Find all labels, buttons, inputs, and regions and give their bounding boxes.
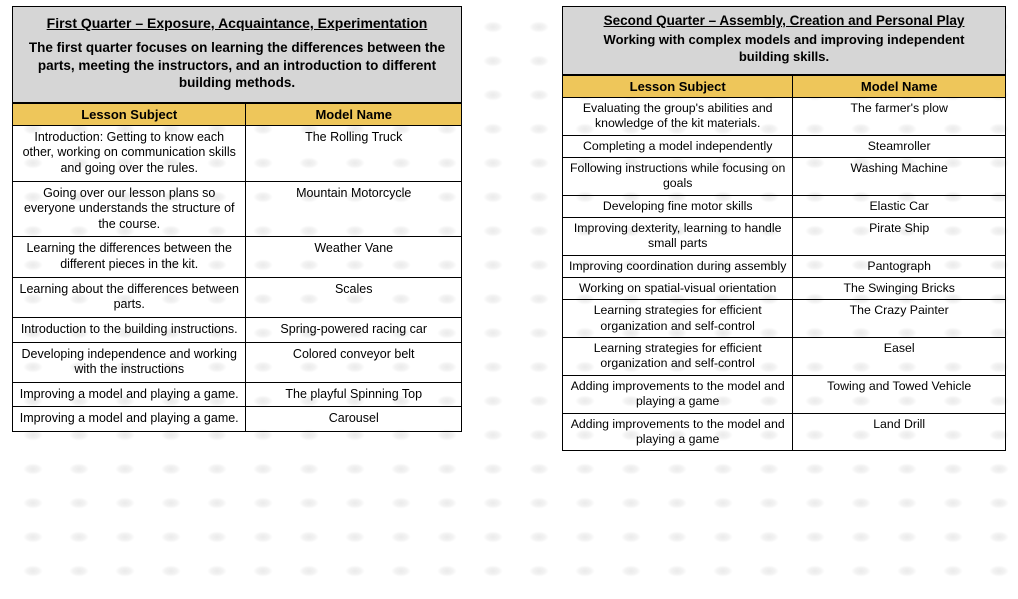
first-quarter-header: First Quarter – Exposure, Acquaintance, … xyxy=(12,6,462,103)
first-quarter-title: First Quarter – Exposure, Acquaintance, … xyxy=(23,15,451,31)
table-row: Developing fine motor skills Elastic Car xyxy=(563,195,1006,217)
model-name-cell: The playful Spinning Top xyxy=(246,382,462,407)
lesson-subject-cell: Completing a model independently xyxy=(563,135,793,157)
model-name-cell: Colored conveyor belt xyxy=(246,342,462,382)
model-name-cell: The Rolling Truck xyxy=(246,125,462,181)
second-quarter-table: Lesson Subject Model Name Evaluating the… xyxy=(562,75,1006,451)
second-quarter-header: Second Quarter – Assembly, Creation and … xyxy=(562,6,1006,75)
col-lesson-subject: Lesson Subject xyxy=(563,75,793,97)
col-lesson-subject: Lesson Subject xyxy=(13,103,246,125)
model-name-cell: Washing Machine xyxy=(793,157,1006,195)
lesson-subject-cell: Going over our lesson plans so everyone … xyxy=(13,181,246,237)
model-name-cell: Carousel xyxy=(246,407,462,432)
table-row: Improving dexterity, learning to handle … xyxy=(563,217,1006,255)
model-name-cell: Land Drill xyxy=(793,413,1006,451)
model-name-cell: Pantograph xyxy=(793,255,1006,277)
lesson-subject-cell: Learning strategies for efficient organi… xyxy=(563,300,793,338)
table-row: Learning strategies for efficient organi… xyxy=(563,338,1006,376)
lesson-subject-cell: Introduction to the building instruction… xyxy=(13,317,246,342)
model-name-cell: The farmer's plow xyxy=(793,97,1006,135)
second-quarter-description: Working with complex models and improvin… xyxy=(577,32,991,66)
lesson-subject-cell: Learning the differences between the dif… xyxy=(13,237,246,277)
table-row: Developing independence and working with… xyxy=(13,342,462,382)
model-name-cell: Elastic Car xyxy=(793,195,1006,217)
table-row: Following instructions while focusing on… xyxy=(563,157,1006,195)
table-row: Going over our lesson plans so everyone … xyxy=(13,181,462,237)
lesson-subject-cell: Learning about the differences between p… xyxy=(13,277,246,317)
table-row: Evaluating the group's abilities and kno… xyxy=(563,97,1006,135)
table-header-row: Lesson Subject Model Name xyxy=(563,75,1006,97)
first-quarter-description: The first quarter focuses on learning th… xyxy=(27,39,447,92)
model-name-cell: Easel xyxy=(793,338,1006,376)
second-quarter-panel: Second Quarter – Assembly, Creation and … xyxy=(562,6,1006,451)
table-row: Working on spatial-visual orientation Th… xyxy=(563,278,1006,300)
table-row: Learning strategies for efficient organi… xyxy=(563,300,1006,338)
lesson-subject-cell: Working on spatial-visual orientation xyxy=(563,278,793,300)
model-name-cell: The Swinging Bricks xyxy=(793,278,1006,300)
lesson-subject-cell: Adding improvements to the model and pla… xyxy=(563,413,793,451)
lesson-subject-cell: Improving a model and playing a game. xyxy=(13,382,246,407)
table-row: Adding improvements to the model and pla… xyxy=(563,375,1006,413)
model-name-cell: Towing and Towed Vehicle xyxy=(793,375,1006,413)
table-row: Learning about the differences between p… xyxy=(13,277,462,317)
lesson-subject-cell: Adding improvements to the model and pla… xyxy=(563,375,793,413)
lesson-subject-cell: Developing fine motor skills xyxy=(563,195,793,217)
lesson-subject-cell: Evaluating the group's abilities and kno… xyxy=(563,97,793,135)
page-root: First Quarter – Exposure, Acquaintance, … xyxy=(0,0,1018,457)
table-row: Introduction to the building instruction… xyxy=(13,317,462,342)
lesson-subject-cell: Improving coordination during assembly xyxy=(563,255,793,277)
table-row: Introduction: Getting to know each other… xyxy=(13,125,462,181)
second-quarter-title: Second Quarter – Assembly, Creation and … xyxy=(573,13,995,28)
model-name-cell: Steamroller xyxy=(793,135,1006,157)
table-row: Adding improvements to the model and pla… xyxy=(563,413,1006,451)
model-name-cell: Pirate Ship xyxy=(793,217,1006,255)
table-row: Completing a model independently Steamro… xyxy=(563,135,1006,157)
table-row: Improving a model and playing a game. Th… xyxy=(13,382,462,407)
lesson-subject-cell: Developing independence and working with… xyxy=(13,342,246,382)
table-row: Improving a model and playing a game. Ca… xyxy=(13,407,462,432)
model-name-cell: Spring-powered racing car xyxy=(246,317,462,342)
model-name-cell: Mountain Motorcycle xyxy=(246,181,462,237)
table-row: Improving coordination during assembly P… xyxy=(563,255,1006,277)
first-quarter-panel: First Quarter – Exposure, Acquaintance, … xyxy=(12,6,462,432)
first-quarter-table: Lesson Subject Model Name Introduction: … xyxy=(12,103,462,432)
lesson-subject-cell: Improving a model and playing a game. xyxy=(13,407,246,432)
model-name-cell: Weather Vane xyxy=(246,237,462,277)
lesson-subject-cell: Introduction: Getting to know each other… xyxy=(13,125,246,181)
table-row: Learning the differences between the dif… xyxy=(13,237,462,277)
lesson-subject-cell: Improving dexterity, learning to handle … xyxy=(563,217,793,255)
lesson-subject-cell: Following instructions while focusing on… xyxy=(563,157,793,195)
model-name-cell: The Crazy Painter xyxy=(793,300,1006,338)
lesson-subject-cell: Learning strategies for efficient organi… xyxy=(563,338,793,376)
model-name-cell: Scales xyxy=(246,277,462,317)
col-model-name: Model Name xyxy=(793,75,1006,97)
col-model-name: Model Name xyxy=(246,103,462,125)
table-header-row: Lesson Subject Model Name xyxy=(13,103,462,125)
